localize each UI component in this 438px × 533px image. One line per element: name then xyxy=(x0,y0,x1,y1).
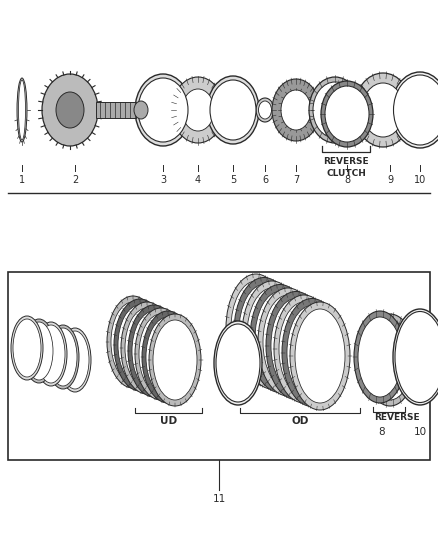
Ellipse shape xyxy=(114,299,166,391)
Ellipse shape xyxy=(282,298,342,407)
Ellipse shape xyxy=(172,77,224,143)
Ellipse shape xyxy=(231,281,281,375)
Ellipse shape xyxy=(210,80,256,140)
Text: 10: 10 xyxy=(414,175,426,185)
Ellipse shape xyxy=(274,295,334,403)
Text: REVERSE: REVERSE xyxy=(374,413,420,422)
Ellipse shape xyxy=(25,322,53,380)
Ellipse shape xyxy=(281,90,311,130)
Ellipse shape xyxy=(226,274,286,382)
Ellipse shape xyxy=(125,308,169,388)
Ellipse shape xyxy=(239,285,289,378)
Ellipse shape xyxy=(247,288,297,382)
Ellipse shape xyxy=(56,92,84,128)
Text: 6: 6 xyxy=(262,175,268,185)
Text: 5: 5 xyxy=(230,175,236,185)
Ellipse shape xyxy=(309,77,361,143)
Ellipse shape xyxy=(287,305,337,400)
Ellipse shape xyxy=(61,331,89,389)
Ellipse shape xyxy=(214,321,262,405)
Text: 11: 11 xyxy=(212,494,226,504)
Ellipse shape xyxy=(272,79,320,141)
Ellipse shape xyxy=(118,305,162,385)
Ellipse shape xyxy=(42,74,98,146)
Ellipse shape xyxy=(138,78,188,142)
Ellipse shape xyxy=(107,296,159,388)
Ellipse shape xyxy=(149,314,201,406)
Ellipse shape xyxy=(258,288,318,396)
Ellipse shape xyxy=(393,309,438,405)
Ellipse shape xyxy=(13,319,41,377)
Ellipse shape xyxy=(258,101,272,119)
Ellipse shape xyxy=(354,73,412,147)
Ellipse shape xyxy=(266,292,326,400)
Text: UD: UD xyxy=(160,416,177,426)
Ellipse shape xyxy=(321,81,373,147)
Ellipse shape xyxy=(139,314,183,394)
Text: 8: 8 xyxy=(344,175,350,185)
Ellipse shape xyxy=(313,82,357,138)
Ellipse shape xyxy=(17,78,27,142)
Ellipse shape xyxy=(128,305,180,397)
Ellipse shape xyxy=(250,285,310,392)
Text: 10: 10 xyxy=(413,427,427,437)
Ellipse shape xyxy=(153,320,197,400)
Text: 7: 7 xyxy=(293,175,299,185)
Ellipse shape xyxy=(182,89,214,131)
Ellipse shape xyxy=(271,298,321,392)
Ellipse shape xyxy=(49,328,77,386)
Ellipse shape xyxy=(256,98,274,122)
Ellipse shape xyxy=(47,325,79,389)
Text: OD: OD xyxy=(291,416,309,426)
Ellipse shape xyxy=(18,80,25,140)
Ellipse shape xyxy=(358,317,402,397)
Ellipse shape xyxy=(146,317,190,397)
Ellipse shape xyxy=(59,328,91,392)
Ellipse shape xyxy=(290,302,350,410)
Text: 4: 4 xyxy=(195,175,201,185)
Text: REVERSE
CLUTCH: REVERSE CLUTCH xyxy=(323,157,369,178)
Ellipse shape xyxy=(111,302,155,382)
Text: 3: 3 xyxy=(160,175,166,185)
Ellipse shape xyxy=(37,325,65,383)
FancyBboxPatch shape xyxy=(96,102,136,118)
Ellipse shape xyxy=(391,72,438,148)
Ellipse shape xyxy=(393,75,438,145)
Ellipse shape xyxy=(279,302,329,396)
Text: 2: 2 xyxy=(72,175,78,185)
Ellipse shape xyxy=(135,74,191,146)
Ellipse shape xyxy=(362,83,404,137)
Ellipse shape xyxy=(35,322,67,386)
Ellipse shape xyxy=(134,101,148,119)
Ellipse shape xyxy=(142,311,194,403)
Text: 8: 8 xyxy=(379,427,385,437)
Ellipse shape xyxy=(135,308,187,400)
Ellipse shape xyxy=(325,86,369,142)
Ellipse shape xyxy=(23,319,55,383)
Ellipse shape xyxy=(207,76,259,144)
Ellipse shape xyxy=(11,316,43,380)
Ellipse shape xyxy=(364,314,416,406)
Ellipse shape xyxy=(255,292,305,385)
Ellipse shape xyxy=(295,309,345,403)
Ellipse shape xyxy=(234,278,294,385)
Text: 1: 1 xyxy=(19,175,25,185)
Ellipse shape xyxy=(242,281,302,389)
Ellipse shape xyxy=(263,295,313,389)
Ellipse shape xyxy=(354,311,406,403)
Ellipse shape xyxy=(132,311,176,391)
Ellipse shape xyxy=(395,311,438,402)
Ellipse shape xyxy=(121,302,173,394)
Text: 9: 9 xyxy=(387,175,393,185)
FancyBboxPatch shape xyxy=(8,272,430,460)
Ellipse shape xyxy=(368,320,412,400)
Ellipse shape xyxy=(216,324,260,402)
